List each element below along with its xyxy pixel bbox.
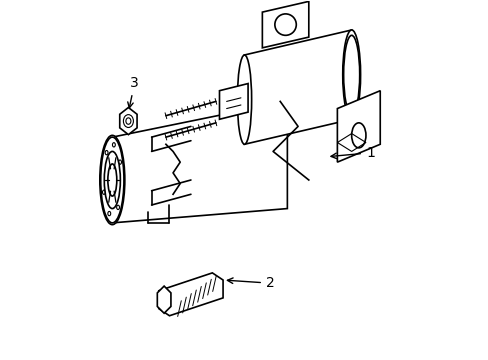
Polygon shape	[244, 30, 351, 144]
Text: 2: 2	[227, 276, 274, 290]
Ellipse shape	[100, 135, 124, 225]
Text: 3: 3	[127, 76, 139, 108]
Polygon shape	[337, 91, 380, 162]
Ellipse shape	[104, 152, 120, 208]
Ellipse shape	[237, 55, 251, 144]
Polygon shape	[159, 273, 223, 316]
Text: 1: 1	[330, 146, 374, 160]
Ellipse shape	[342, 30, 360, 119]
Polygon shape	[157, 286, 171, 313]
Polygon shape	[219, 84, 247, 119]
Polygon shape	[120, 108, 137, 135]
Polygon shape	[112, 102, 287, 223]
Polygon shape	[262, 1, 308, 48]
